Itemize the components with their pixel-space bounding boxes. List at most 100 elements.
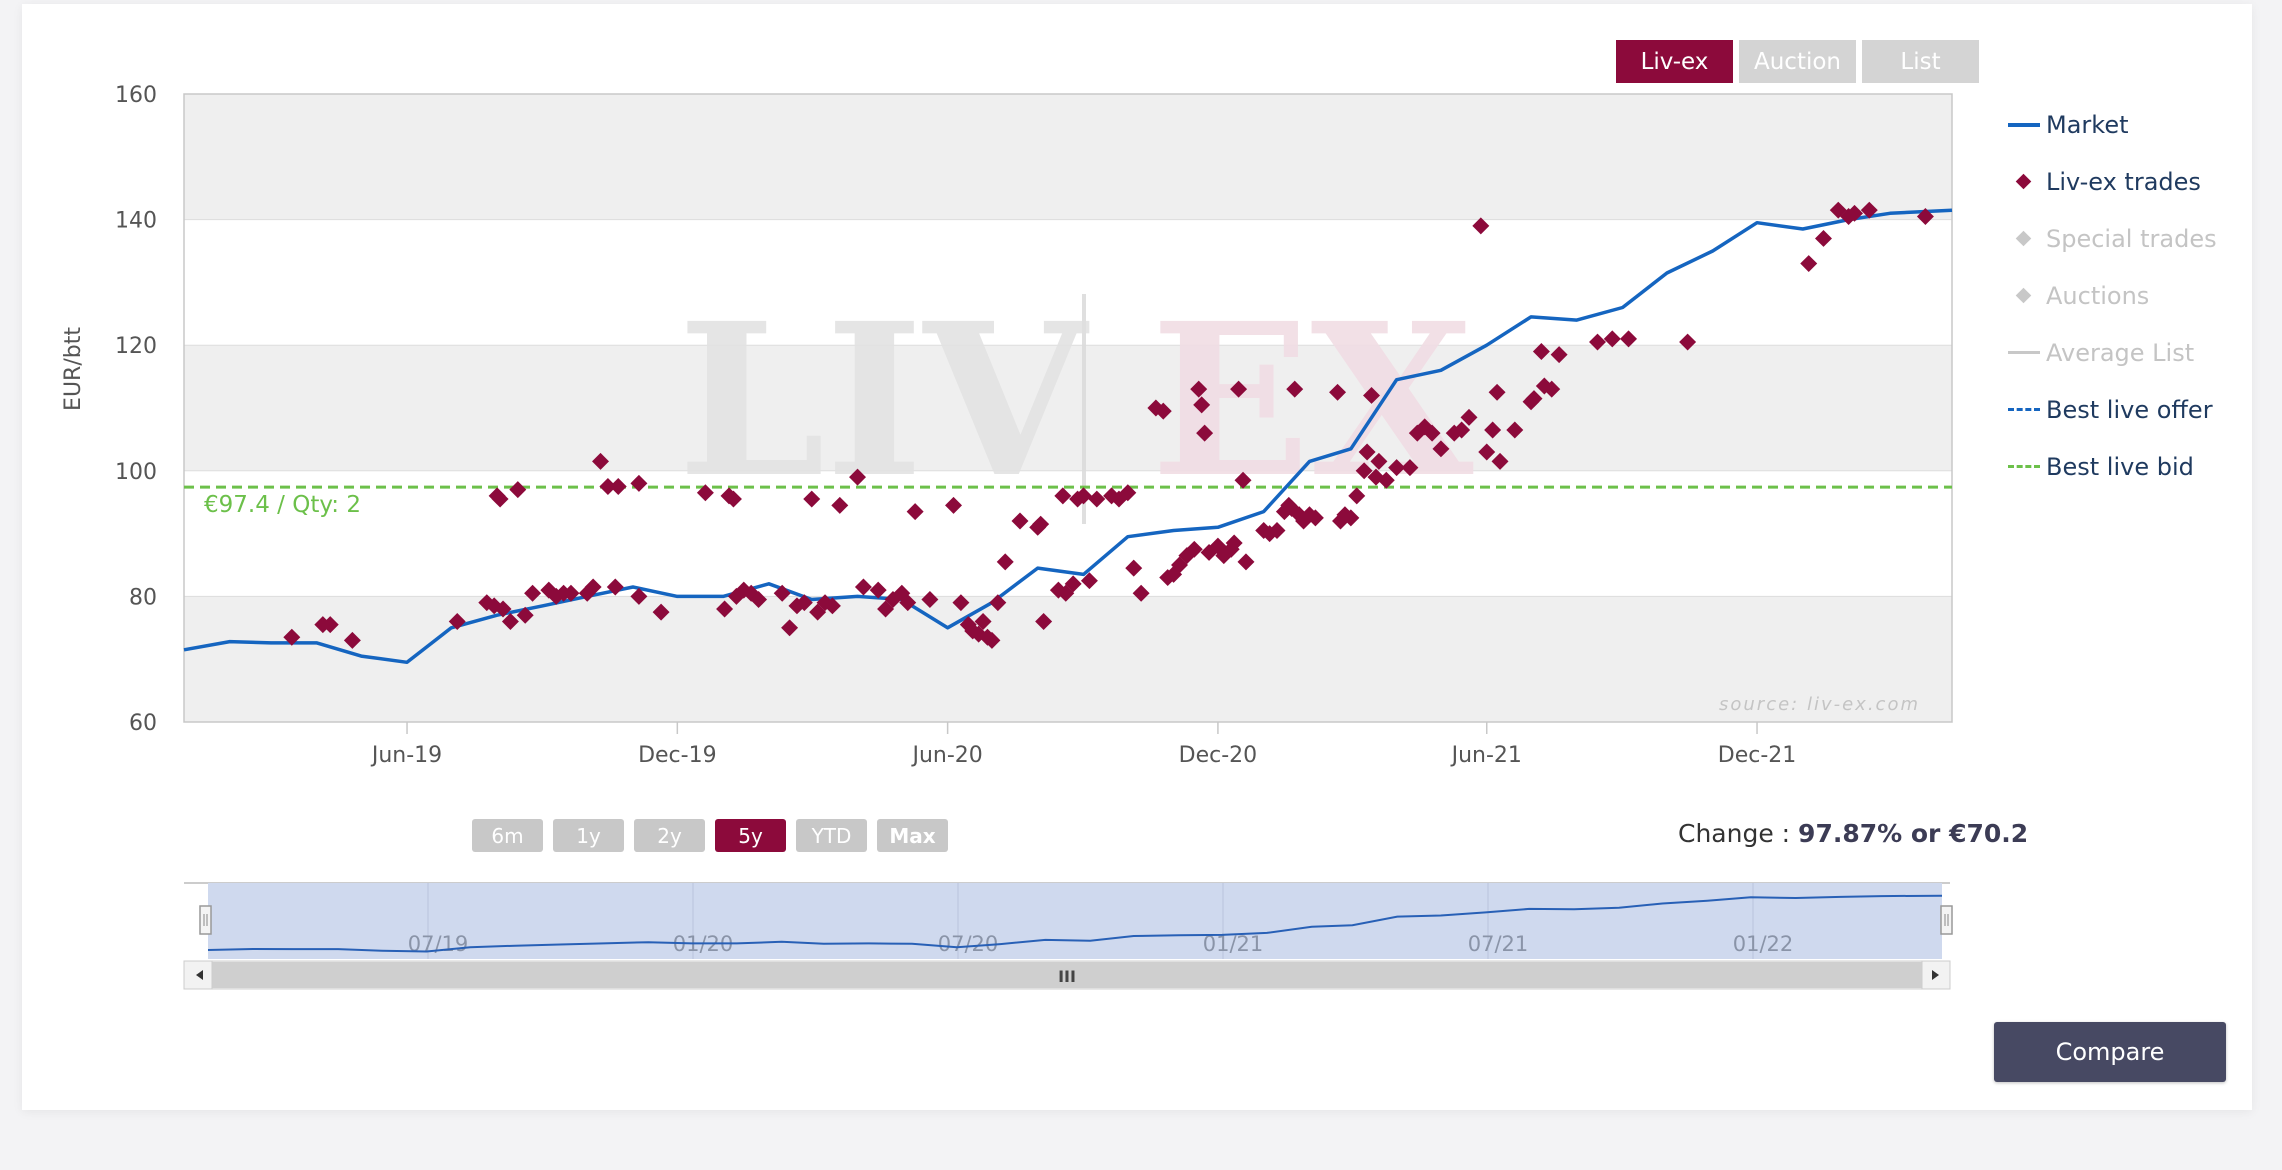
legend-item-best-live-bid[interactable]: Best live bid: [2008, 438, 2217, 495]
trade-point: [906, 503, 924, 521]
trade-point: [945, 496, 963, 514]
plot-area: [184, 93, 1952, 723]
trade-point: [562, 584, 580, 602]
trade-point: [592, 452, 610, 470]
source-tabs: Liv-ex Auction List: [1616, 40, 1979, 83]
average-line-icon: [2008, 351, 2046, 354]
x-tick-label: Jun-20: [910, 743, 982, 768]
legend-item-auctions[interactable]: Auctions: [2008, 267, 2217, 324]
trade-point: [1064, 575, 1082, 593]
trade-point: [750, 591, 768, 609]
market-series-line: [183, 208, 1953, 665]
navigator-right-handle[interactable]: [1940, 905, 1953, 935]
diamond-icon: [2008, 230, 2046, 247]
y-axis-title: EUR/btt: [61, 327, 86, 411]
trade-point: [448, 613, 466, 631]
chart-legend: Market Liv-ex trades Special trades Auct…: [2008, 96, 2217, 495]
legend-label-special-trades: Special trades: [2046, 224, 2217, 253]
trade-point: [516, 606, 534, 624]
legend-label-livex-trades: Liv-ex trades: [2046, 167, 2201, 196]
trade-point: [1268, 521, 1286, 539]
legend-label-average-list: Average List: [2046, 338, 2195, 367]
trade-point: [854, 578, 872, 596]
handle-grip: [1940, 905, 1953, 935]
y-tick-label: 100: [115, 460, 157, 485]
y-tick-label: 160: [115, 83, 157, 108]
legend-item-market[interactable]: Market: [2008, 96, 2217, 153]
legend-label-auctions: Auctions: [2046, 281, 2150, 310]
legend-item-livex-trades[interactable]: Liv-ex trades: [2008, 153, 2217, 210]
x-tick-label: Dec-19: [638, 743, 717, 768]
navigator-left-handle[interactable]: [199, 905, 212, 935]
grid-band: [184, 596, 1952, 722]
trade-point: [696, 484, 714, 502]
range-6m-button[interactable]: 6m: [472, 819, 543, 852]
trade-point: [321, 616, 339, 634]
trade-point: [630, 474, 648, 492]
trade-point: [921, 591, 939, 609]
trade-point: [491, 490, 509, 508]
trade-point: [849, 468, 867, 486]
chart-card: LIV EX source: liv-ex.com 60 80 100 120 140 160 J…: [22, 4, 2252, 1110]
x-tick-label: Dec-21: [1718, 743, 1797, 768]
range-2y-button[interactable]: 2y: [634, 819, 705, 852]
legend-label-market: Market: [2046, 110, 2129, 139]
range-max-button[interactable]: Max: [877, 819, 948, 852]
trade-point: [1035, 613, 1053, 631]
change-label: Change :: [1678, 819, 1791, 848]
compare-button[interactable]: Compare: [1994, 1022, 2226, 1082]
trade-point: [983, 631, 1001, 649]
y-tick-label: 120: [115, 334, 157, 359]
trade-point: [803, 490, 821, 508]
grid-band: [184, 94, 1952, 220]
legend-item-best-live-offer[interactable]: Best live offer: [2008, 381, 2217, 438]
tab-livex[interactable]: Liv-ex: [1616, 40, 1733, 83]
trade-point: [869, 581, 887, 599]
trade-point: [831, 496, 849, 514]
trade-point: [343, 631, 361, 649]
navigator-scrollbar[interactable]: III: [183, 960, 1951, 990]
navigator-label: 07/19: [408, 932, 469, 956]
price-chart: LIV EX source: liv-ex.com 60 80 100 120 140 160 J…: [61, 83, 1953, 990]
diamond-icon: [2008, 173, 2046, 190]
market-line-icon: [2008, 122, 2046, 127]
x-tick-label: Jun-19: [370, 743, 442, 768]
dashed-line-icon: [2008, 408, 2046, 411]
trade-point: [1011, 512, 1029, 530]
range-ytd-button[interactable]: YTD: [796, 819, 867, 852]
trade-point: [1225, 534, 1243, 552]
trade-point: [974, 613, 992, 631]
trade-point: [283, 628, 301, 646]
y-tick-label: 60: [129, 711, 157, 736]
x-tick-label: Jun-21: [1450, 743, 1522, 768]
best-live-bid-label: €97.4 / Qty: 2: [204, 492, 361, 518]
range-1y-button[interactable]: 1y: [553, 819, 624, 852]
legend-item-special-trades[interactable]: Special trades: [2008, 210, 2217, 267]
trade-point: [599, 478, 617, 495]
tab-auction[interactable]: Auction: [1739, 40, 1856, 83]
trade-point: [773, 584, 791, 602]
trade-point: [630, 587, 648, 605]
trade-point: [823, 597, 841, 615]
trade-point: [724, 490, 742, 508]
grid-band: [184, 345, 1952, 471]
y-tick-label: 140: [115, 209, 157, 234]
trade-point: [716, 600, 734, 618]
range-5y-button[interactable]: 5y: [715, 819, 786, 852]
source-text: source: liv-ex.com: [1719, 694, 1920, 715]
trade-point: [606, 578, 624, 596]
trade-point: [494, 600, 512, 618]
handle-grip: [199, 905, 212, 935]
navigator-label: 01/21: [1203, 932, 1264, 956]
legend-item-average-list[interactable]: Average List: [2008, 324, 2217, 381]
change-value: 97.87% or €70.2: [1798, 819, 2029, 848]
trade-point: [609, 478, 627, 495]
trade-point: [1032, 515, 1050, 533]
legend-label-best-live-offer: Best live offer: [2046, 395, 2213, 424]
trade-point: [1125, 559, 1143, 577]
change-summary: Change : 97.87% or €70.2: [1678, 819, 2028, 848]
tab-list[interactable]: List: [1862, 40, 1979, 83]
x-tick-label: Dec-20: [1179, 743, 1258, 768]
range-selector: 6m 1y 2y 5y YTD Max: [472, 819, 948, 852]
